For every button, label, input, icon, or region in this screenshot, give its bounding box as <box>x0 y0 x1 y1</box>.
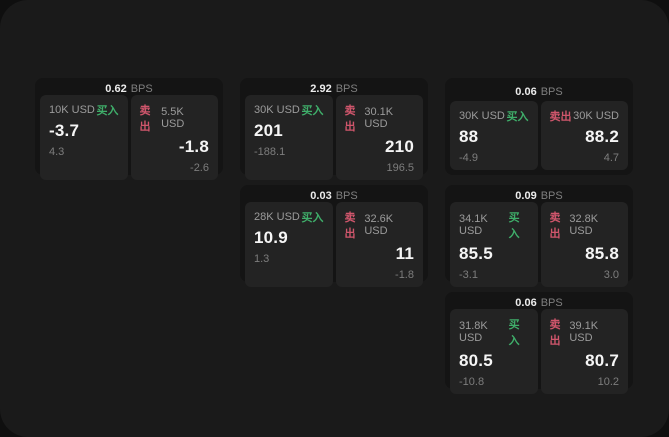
bps-header: 0.03 BPS <box>245 190 423 202</box>
sell-sub-value: -1.8 <box>395 269 414 281</box>
sell-label: 卖出 <box>549 319 561 347</box>
buy-sub-value: -188.1 <box>254 146 286 158</box>
bps-unit-label: BPS <box>130 83 153 95</box>
buy-panel[interactable]: 31.8K USD 买入 80.5 -10.8 <box>450 309 538 394</box>
sell-price: 11 <box>395 244 414 263</box>
buy-amount: 34.1K USD <box>459 213 488 237</box>
sell-price: -1.8 <box>178 137 209 156</box>
quote-card: 2.92 BPS 30K USD 买入 201 -188.1 卖出 30.1K … <box>240 78 428 180</box>
bps-header: 0.62 BPS <box>40 83 218 95</box>
bps-header: 2.92 BPS <box>245 83 423 95</box>
sell-sub-value: -2.6 <box>190 162 209 174</box>
bps-value: 0.03 <box>310 190 332 202</box>
bps-header: 0.09 BPS <box>450 190 628 202</box>
bps-value: 2.92 <box>310 83 332 95</box>
buy-panel[interactable]: 10K USD 买入 -3.7 4.3 <box>40 95 128 180</box>
sell-amount: 32.6K USD <box>364 213 394 237</box>
sell-panel[interactable]: 卖出 32.6K USD 11 -1.8 <box>335 202 423 287</box>
buy-amount: 31.8K USD <box>459 320 488 344</box>
bps-unit-label: BPS <box>540 297 563 309</box>
quote-card-grid: 0.62 BPS 10K USD 买入 -3.7 4.3 卖出 5.5K USD <box>35 78 633 394</box>
sell-price: 85.8 <box>585 244 619 263</box>
buy-price: -3.7 <box>49 121 80 140</box>
buy-panel[interactable]: 30K USD 买入 201 -188.1 <box>245 95 333 180</box>
sell-sub-value: 4.7 <box>603 152 619 164</box>
quote-card: 0.09 BPS 34.1K USD 买入 85.5 -3.1 卖出 32.8K… <box>445 185 633 287</box>
sell-panel[interactable]: 卖出 30K USD 88.2 4.7 <box>540 101 628 170</box>
quote-card: 0.06 BPS 31.8K USD 买入 80.5 -10.8 卖出 39.1… <box>445 292 633 394</box>
buy-panel[interactable]: 30K USD 买入 88 -4.9 <box>450 101 538 170</box>
bps-header: 0.06 BPS <box>450 83 628 101</box>
bps-unit-label: BPS <box>540 190 563 202</box>
sell-panel[interactable]: 卖出 32.8K USD 85.8 3.0 <box>540 202 628 287</box>
buy-price: 85.5 <box>459 244 493 263</box>
buy-amount: 30K USD <box>459 110 505 122</box>
sell-price: 210 <box>385 137 414 156</box>
buy-label: 买入 <box>96 105 119 117</box>
sell-sub-value: 10.2 <box>597 376 619 388</box>
buy-label: 买入 <box>508 212 520 240</box>
buy-price: 80.5 <box>459 351 493 370</box>
buy-sub-value: -10.8 <box>459 376 485 388</box>
buy-price: 10.9 <box>254 228 288 247</box>
sell-sub-value: 3.0 <box>603 269 619 281</box>
buy-price: 88 <box>459 127 479 146</box>
sell-label: 卖出 <box>549 111 572 123</box>
sell-panel[interactable]: 卖出 30.1K USD 210 196.5 <box>335 95 423 180</box>
bps-unit-label: BPS <box>335 83 358 95</box>
bps-value: 0.62 <box>105 83 127 95</box>
bps-value: 0.09 <box>515 190 537 202</box>
sell-panel[interactable]: 卖出 5.5K USD -1.8 -2.6 <box>130 95 218 180</box>
sell-amount: 32.8K USD <box>569 213 599 237</box>
buy-label: 买入 <box>301 105 324 117</box>
buy-label: 买入 <box>506 111 529 123</box>
buy-sub-value: 4.3 <box>49 146 65 158</box>
sell-price: 88.2 <box>585 127 619 146</box>
buy-sub-value: 1.3 <box>254 253 270 265</box>
buy-label: 买入 <box>301 212 324 224</box>
sell-amount: 39.1K USD <box>569 320 599 344</box>
bps-unit-label: BPS <box>540 86 563 98</box>
quote-card: 0.03 BPS 28K USD 买入 10.9 1.3 卖出 32.6K US… <box>240 185 428 287</box>
sell-amount: 30K USD <box>573 110 619 122</box>
quote-card: 0.62 BPS 10K USD 买入 -3.7 4.3 卖出 5.5K USD <box>35 78 223 180</box>
bps-unit-label: BPS <box>335 190 358 202</box>
buy-panel[interactable]: 28K USD 买入 10.9 1.3 <box>245 202 333 287</box>
buy-amount: 28K USD <box>254 211 300 223</box>
sell-amount: 30.1K USD <box>364 106 394 130</box>
buy-label: 买入 <box>508 319 520 347</box>
bps-value: 0.06 <box>515 86 537 98</box>
buy-amount: 10K USD <box>49 104 95 116</box>
sell-price: 80.7 <box>585 351 619 370</box>
sell-label: 卖出 <box>139 105 151 133</box>
buy-amount: 30K USD <box>254 104 300 116</box>
quote-card: 0.06 BPS 30K USD 买入 88 -4.9 卖出 30K USD <box>445 78 633 175</box>
bps-value: 0.06 <box>515 297 537 309</box>
sell-sub-value: 196.5 <box>386 162 414 174</box>
sell-label: 卖出 <box>344 105 356 133</box>
sell-label: 卖出 <box>549 212 561 240</box>
sell-label: 卖出 <box>344 212 356 240</box>
buy-price: 201 <box>254 121 283 140</box>
bps-header: 0.06 BPS <box>450 297 628 309</box>
buy-sub-value: -3.1 <box>459 269 478 281</box>
sell-amount: 5.5K USD <box>161 106 185 130</box>
buy-sub-value: -4.9 <box>459 152 478 164</box>
buy-panel[interactable]: 34.1K USD 买入 85.5 -3.1 <box>450 202 538 287</box>
sell-panel[interactable]: 卖出 39.1K USD 80.7 10.2 <box>540 309 628 394</box>
